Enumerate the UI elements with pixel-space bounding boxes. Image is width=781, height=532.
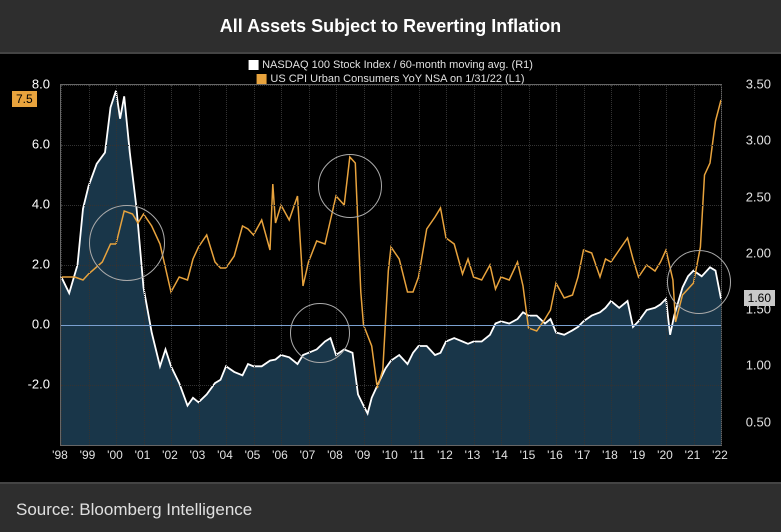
chart-plot [60,84,722,446]
ytick-right: 2.00 [746,245,771,260]
y-axis-right: 0.501.001.502.002.503.003.501.60 [726,84,781,444]
annotation-circle [290,303,350,363]
source-bar: Source: Bloomberg Intelligence [0,482,781,532]
xtick: '13 [465,448,481,462]
title-bar: All Assets Subject to Reverting Inflatio… [0,0,781,54]
gridline-v [171,85,173,445]
ytick-right: 3.00 [746,133,771,148]
gridline-v [666,85,668,445]
xtick: '02 [162,448,178,462]
gridline-v [89,85,91,445]
xtick: '03 [190,448,206,462]
ytick-left: 2.0 [20,257,50,272]
ytick-right: 3.50 [746,77,771,92]
ytick-left: 6.0 [20,137,50,152]
gridline-v [336,85,338,445]
gridline-v [281,85,283,445]
gridline-v [309,85,311,445]
xtick: '19 [630,448,646,462]
x-axis: '98'99'00'01'02'03'04'05'06'07'08'09'10'… [60,446,720,468]
gridline-v [254,85,256,445]
gridline-v [584,85,586,445]
annotation-circle [318,154,382,218]
ytick-left: 0.0 [20,317,50,332]
annotation-circle [89,205,165,281]
xtick: '17 [575,448,591,462]
xtick: '00 [107,448,123,462]
gridline-v [199,85,201,445]
annotation-circle [667,250,731,314]
y-axis-left: -2.00.02.04.06.08.07.5 [0,84,55,444]
zero-line [61,325,721,326]
gridline-v [501,85,503,445]
gridline-v [556,85,558,445]
ytick-left: 4.0 [20,197,50,212]
legend-swatch-1 [248,60,258,70]
legend-label-1: NASDAQ 100 Stock Index / 60-month moving… [262,58,533,72]
xtick: '10 [382,448,398,462]
ytick-right: 1.00 [746,358,771,373]
xtick: '18 [602,448,618,462]
gridline-v [529,85,531,445]
gridline-v [364,85,366,445]
gridline-v [611,85,613,445]
xtick: '05 [245,448,261,462]
xtick: '99 [80,448,96,462]
xtick: '08 [327,448,343,462]
source-text: Source: Bloomberg Intelligence [16,500,252,520]
xtick: '07 [300,448,316,462]
chart-title: All Assets Subject to Reverting Inflatio… [220,16,561,37]
gridline-v [446,85,448,445]
ytick-left: 8.0 [20,77,50,92]
gridline-v [61,85,63,445]
chart-legend: NASDAQ 100 Stock Index / 60-month moving… [248,58,533,86]
ytick-right: 0.50 [746,414,771,429]
legend-swatch-2 [256,74,266,84]
xtick: '16 [547,448,563,462]
xtick: '09 [355,448,371,462]
xtick: '22 [712,448,728,462]
current-value-right: 1.60 [744,290,775,306]
xtick: '12 [437,448,453,462]
xtick: '06 [272,448,288,462]
gridline-v [474,85,476,445]
xtick: '21 [685,448,701,462]
current-value-left: 7.5 [12,91,37,107]
xtick: '11 [410,448,425,462]
ytick-right: 2.50 [746,189,771,204]
ytick-left: -2.0 [20,377,50,392]
chart-frame: All Assets Subject to Reverting Inflatio… [0,0,781,532]
gridline-v [639,85,641,445]
legend-row-1: NASDAQ 100 Stock Index / 60-month moving… [248,58,533,72]
xtick: '14 [492,448,508,462]
xtick: '01 [135,448,151,462]
xtick: '04 [217,448,233,462]
chart-area: NASDAQ 100 Stock Index / 60-month moving… [0,54,781,482]
gridline-v [226,85,228,445]
gridline-v [391,85,393,445]
xtick: '20 [657,448,673,462]
xtick: '15 [520,448,536,462]
xtick: '98 [52,448,68,462]
gridline-v [419,85,421,445]
